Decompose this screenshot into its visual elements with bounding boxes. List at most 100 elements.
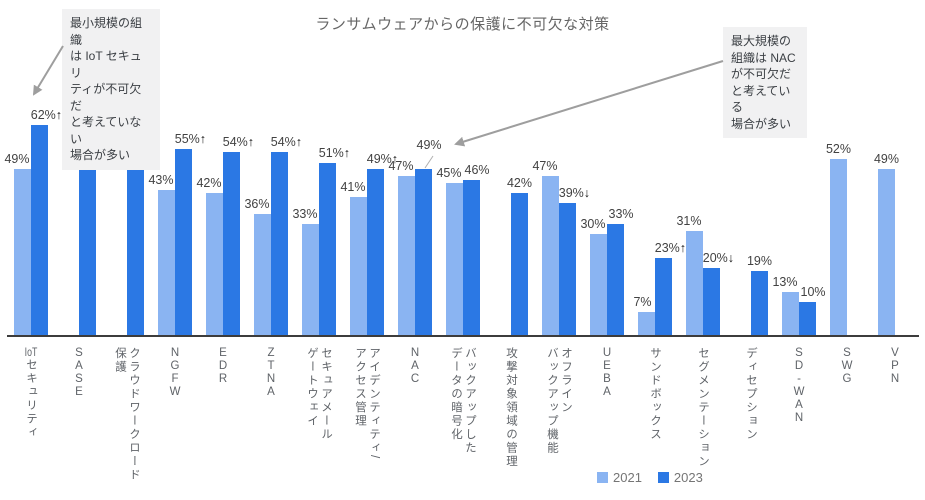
x-axis-label: クラウドワークロード 保護 [113, 347, 141, 485]
legend-swatch-2021 [597, 472, 608, 483]
x-axis-label-line: EDR [217, 347, 229, 386]
category-group: 36% 54%↑ [244, 0, 302, 336]
x-axis-label-line: ゲートウェイ [306, 347, 318, 428]
x-axis-label-line: オフライン [560, 347, 572, 415]
bar-2021: 7% [633, 295, 655, 336]
bar-2021: 30% [580, 217, 607, 336]
trend-up-icon: ↑ [391, 152, 399, 167]
value-label-2021: 41% [340, 179, 366, 194]
x-labels: IoTセキュリティ SASE クラウドワークロード 保護 NGFW EDR ZTNA セキュア… [7, 347, 919, 485]
legend-label-2021: 2021 [613, 470, 642, 485]
value-label-2023: 49%↑ [366, 152, 399, 167]
x-axis-label-line: VPN [889, 347, 901, 386]
value-label-2023: 51%↑ [318, 145, 351, 160]
x-axis-label-line: バックアップ機能 [546, 347, 558, 455]
trend-down-icon: ↓ [727, 251, 735, 265]
category-group: 31% 20%↓ [676, 0, 734, 336]
x-label-slot: ZTNA [247, 347, 295, 485]
value-label-2021: 49% [873, 152, 900, 167]
bar-2023: 56% [123, 129, 148, 336]
category-group: 43% 55%↑ [148, 0, 206, 336]
category-group: 52% [823, 0, 871, 336]
x-label-slot: SASE [55, 347, 103, 485]
x-axis-label-line: アイデンティティ/ [368, 347, 380, 461]
x-axis-label: SASE [72, 347, 86, 485]
x-axis-label-line: SD-WAN [793, 347, 805, 425]
x-label-slot: EDR [199, 347, 247, 485]
bar-2023: 39%↓ [559, 186, 590, 336]
legend-item-2023: 2023 [657, 470, 703, 485]
x-axis-label: オフライン バックアップ機能 [545, 347, 573, 485]
bar-2021: 36% [244, 197, 271, 336]
value-label-2021: 49% [4, 152, 30, 167]
category-group: 13% 10% [772, 0, 826, 336]
x-axis-label-line: ディセプション [745, 347, 757, 442]
x-axis-label-line: 攻撃対象領域の管理 [505, 347, 517, 469]
x-axis-label: 攻撃対象領域の管理 [504, 347, 518, 485]
category-group: 45% 46% [436, 0, 490, 336]
x-axis-label: ZTNA [264, 347, 278, 485]
x-axis-label: アイデンティティ/アクセス管理 [353, 347, 381, 485]
value-label-2023: 49% [416, 138, 442, 153]
bar-2021: 13% [772, 275, 799, 336]
x-label-slot: 攻撃対象領域の管理 [487, 347, 535, 485]
x-axis-label-line: UEBA [601, 347, 613, 399]
x-label-slot: バックアップした データの暗号化 [439, 347, 487, 485]
trend-up-icon: ↑ [199, 132, 207, 146]
x-axis-label-line: IoTセキュリティ [24, 347, 38, 440]
x-label-slot: クラウドワークロード 保護 [103, 347, 151, 485]
x-axis-label: SWG [840, 347, 854, 485]
value-label-2023: 54%↑ [222, 135, 255, 150]
x-label-slot: サンドボックス [631, 347, 679, 485]
value-label-2021: 52% [825, 142, 852, 157]
value-label-2021: 30% [580, 217, 606, 231]
x-axis-label-line: NGFW [169, 347, 181, 399]
value-label-2021: 45% [436, 166, 462, 180]
value-label-2023: 62%↑ [30, 108, 63, 123]
bar-2023: 49%↑ [367, 152, 398, 336]
value-label-2021: 7% [633, 295, 652, 310]
x-axis-label-line: 保護 [114, 347, 126, 374]
value-label-2023: 46% [464, 162, 490, 177]
value-label-2021: 47% [532, 159, 558, 174]
value-label-2021: 33% [292, 206, 318, 221]
x-axis-label: セキュアメール ゲートウェイ [305, 347, 333, 485]
chart-title: ランサムウェアからの保護に不可欠な対策 [315, 16, 610, 33]
trend-up-icon: ↑ [343, 145, 351, 160]
bar-2023: 54%↑ [271, 135, 302, 336]
category-group: 19% [727, 0, 775, 336]
x-axis-label: IoTセキュリティ [24, 347, 38, 485]
trend-down-icon: ↓ [583, 186, 591, 201]
bar-2021: 49% [4, 152, 31, 336]
category-group: 41% 49%↑ [340, 0, 398, 336]
value-label-2023: 42% [506, 176, 533, 191]
x-label-slot: セキュアメール ゲートウェイ [295, 347, 343, 485]
category-group: 33% 51%↑ [292, 0, 350, 336]
bar-2023: 19% [747, 254, 772, 336]
bar-2023: 55%↑ [175, 132, 206, 336]
bar-2021: 52% [826, 142, 851, 336]
value-label-2023: 20%↓ [702, 251, 735, 265]
bar-2021: 49% [874, 152, 899, 336]
x-axis-label-line: ZTNA [265, 347, 277, 399]
bar-2023: 46% [463, 163, 490, 336]
category-group: 7% 23%↑ [631, 0, 686, 336]
x-axis-label: EDR [216, 347, 230, 485]
bar-2021: 47% [388, 159, 415, 336]
trend-up-icon: ↑ [55, 108, 63, 123]
value-label-2021: 47% [388, 159, 414, 174]
value-label-2021: 42% [196, 176, 222, 191]
bar-2023: 49% [415, 138, 442, 336]
bar-2023: 33% [607, 207, 634, 336]
value-label-2021: 36% [244, 196, 270, 211]
trend-up-icon: ↑ [295, 135, 303, 150]
value-label-2023: 23%↑ [654, 240, 687, 255]
category-group: 47% 49% [388, 0, 442, 336]
value-label-2021: 13% [772, 274, 798, 289]
bar-2023: 42% [507, 176, 532, 336]
x-label-slot: NGFW [151, 347, 199, 485]
value-label-2021: 43% [148, 172, 174, 187]
bar-2023: 10% [799, 285, 826, 336]
x-axis-label: バックアップした データの暗号化 [449, 347, 477, 485]
x-label-slot: IoTセキュリティ [7, 347, 55, 485]
